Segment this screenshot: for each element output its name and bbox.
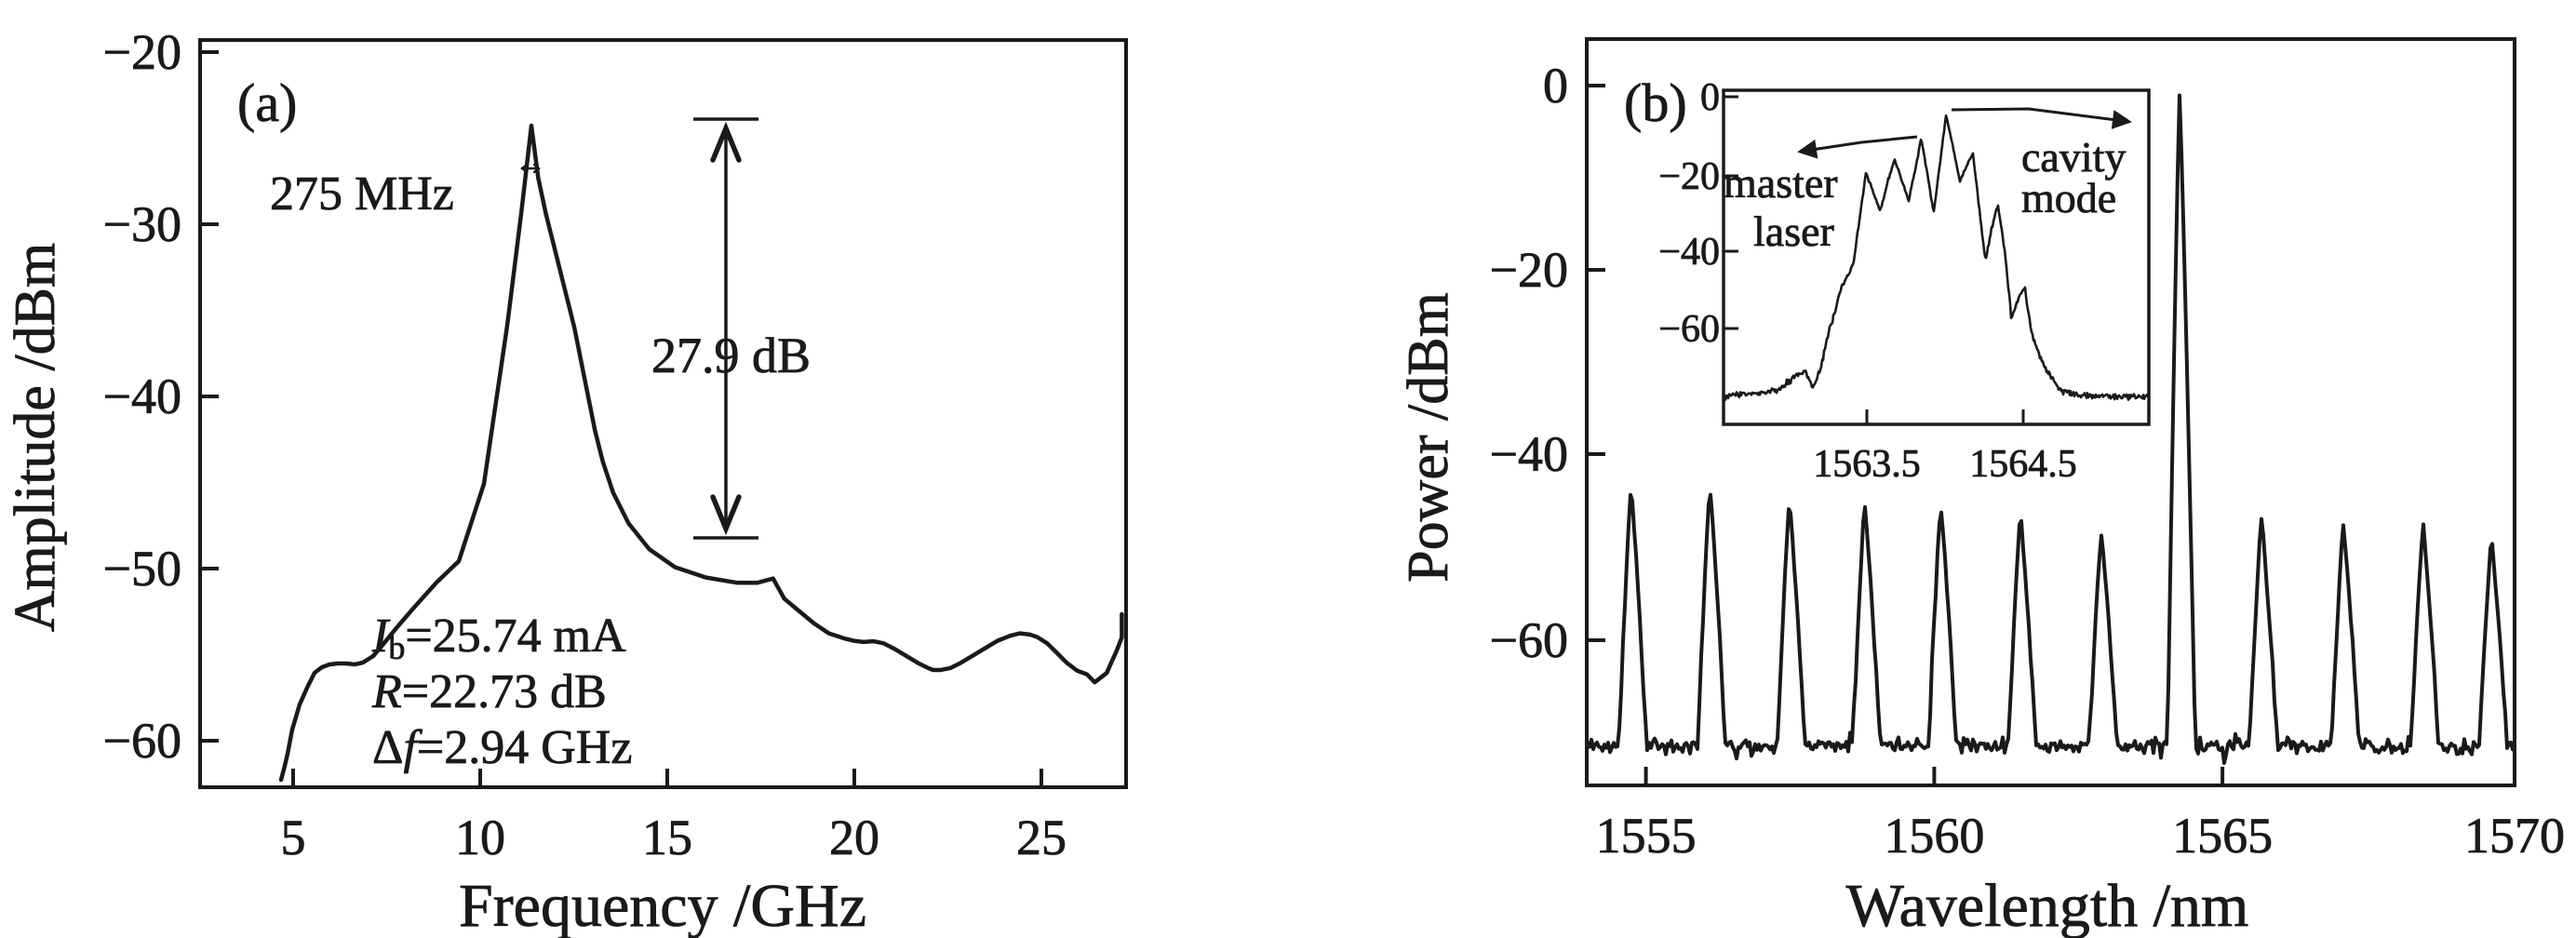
svg-text:5: 5 [281,810,306,865]
svg-text:−60: −60 [103,713,181,769]
svg-text:−30: −30 [103,196,181,252]
svg-text:Δf=2.94 GHz: Δf=2.94 GHz [372,721,632,774]
svg-text:−40: −40 [103,368,181,424]
svg-text:Power /dBm: Power /dBm [1397,292,1460,583]
svg-text:25: 25 [1016,810,1067,865]
svg-text:1565: 1565 [2172,808,2273,864]
svg-text:master: master [1724,159,1838,207]
svg-text:−20: −20 [1490,242,1568,298]
svg-text:mode: mode [2021,174,2116,221]
svg-text:Ib=25.74 mA: Ib=25.74 mA [371,610,626,666]
svg-text:275 MHz: 275 MHz [270,168,454,221]
svg-text:0: 0 [1543,58,1568,114]
svg-text:Frequency /GHz: Frequency /GHz [459,872,866,938]
svg-text:laser: laser [1753,208,1834,255]
svg-text:1570: 1570 [2464,808,2565,864]
svg-text:(b): (b) [1624,73,1687,133]
svg-text:1563.5: 1563.5 [1813,443,1921,486]
svg-text:20: 20 [829,810,879,865]
svg-text:−20: −20 [103,24,181,80]
svg-text:27.9 dB: 27.9 dB [651,328,811,383]
svg-text:1560: 1560 [1884,808,1984,864]
svg-text:−40: −40 [1658,231,1720,274]
svg-text:1564.5: 1564.5 [1969,443,2077,486]
svg-text:Wavelength /nm: Wavelength /nm [1846,872,2249,938]
svg-text:15: 15 [642,810,692,865]
svg-text:0: 0 [1700,76,1720,119]
svg-text:−20: −20 [1658,155,1720,198]
svg-text:1555: 1555 [1596,808,1697,864]
svg-text:−60: −60 [1490,612,1568,668]
svg-text:10: 10 [455,810,505,865]
svg-text:R=22.73 dB: R=22.73 dB [371,665,607,718]
svg-text:(a): (a) [237,73,297,133]
svg-text:−50: −50 [103,541,181,596]
svg-text:−60: −60 [1658,308,1720,351]
svg-text:−40: −40 [1490,426,1568,482]
svg-text:Amplitude /dBm: Amplitude /dBm [4,243,67,633]
